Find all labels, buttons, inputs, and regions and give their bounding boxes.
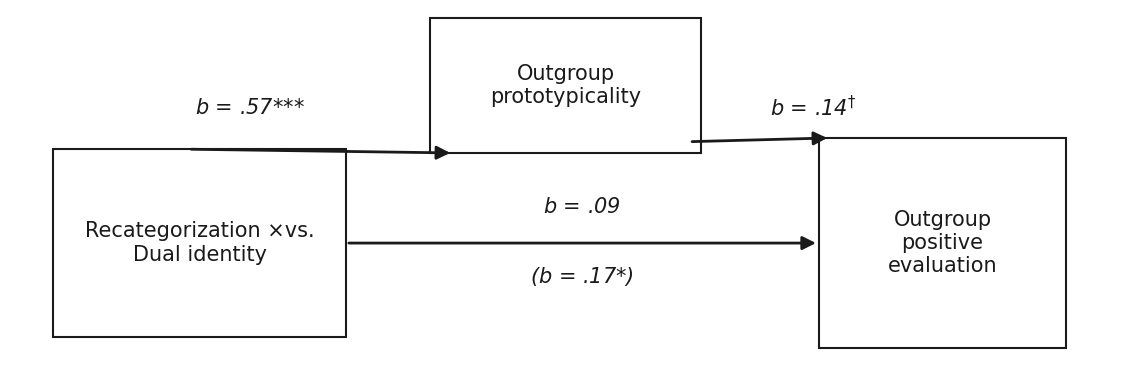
Text: Recategorization ×vs.
Dual identity: Recategorization ×vs. Dual identity: [85, 221, 314, 265]
FancyBboxPatch shape: [819, 138, 1067, 348]
Text: ($b$ = .17*): ($b$ = .17*): [530, 265, 634, 288]
Text: Outgroup
prototypicality: Outgroup prototypicality: [490, 64, 641, 107]
Text: $b$ = .57***: $b$ = .57***: [196, 98, 305, 118]
Text: Outgroup
positive
evaluation: Outgroup positive evaluation: [888, 210, 998, 276]
FancyBboxPatch shape: [431, 18, 700, 153]
FancyBboxPatch shape: [53, 149, 346, 337]
Text: $b$ = .09: $b$ = .09: [543, 197, 621, 218]
Text: $b$ = .14$^{\dagger}$: $b$ = .14$^{\dagger}$: [770, 95, 856, 120]
